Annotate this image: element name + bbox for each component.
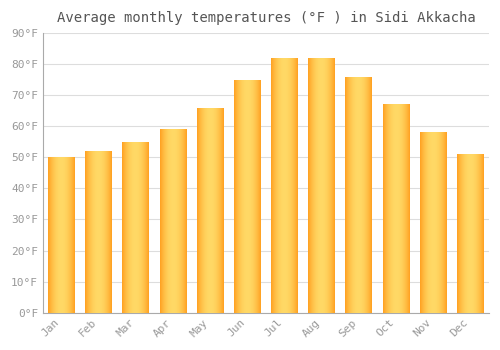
Title: Average monthly temperatures (°F ) in Sidi Akkacha: Average monthly temperatures (°F ) in Si… [56, 11, 476, 25]
